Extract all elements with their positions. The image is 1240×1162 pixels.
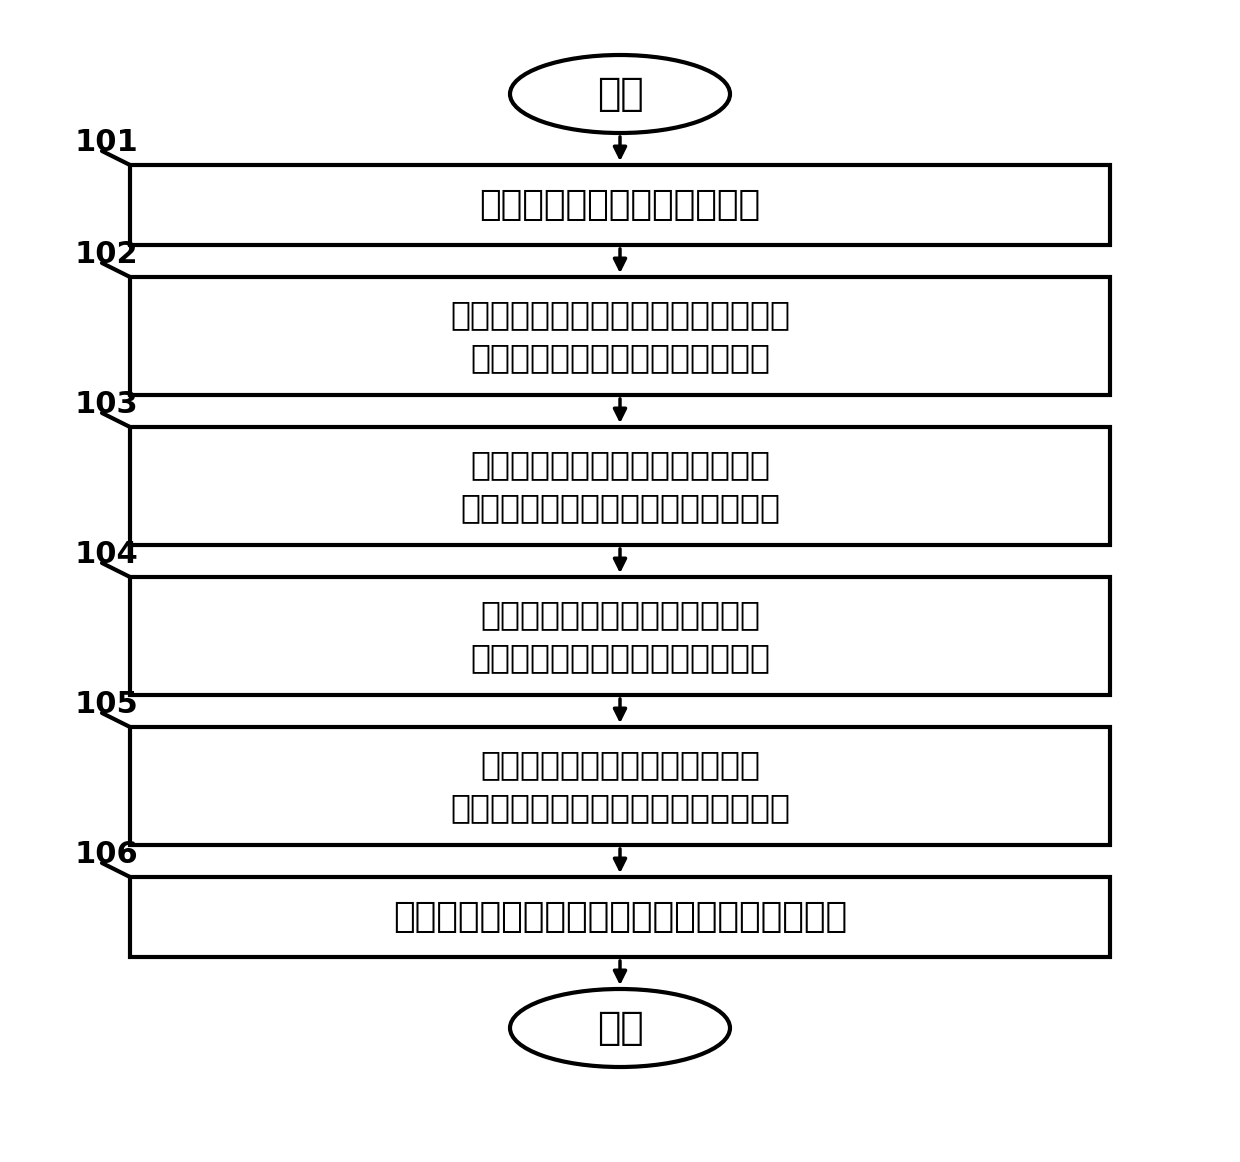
Ellipse shape — [510, 989, 730, 1067]
Text: 提供一基层，基层包括一内侧: 提供一基层，基层包括一内侧 — [480, 188, 760, 222]
Text: 开始: 开始 — [596, 76, 644, 113]
Bar — [130, 277, 1110, 395]
Bar — [130, 727, 1110, 845]
Text: 104: 104 — [74, 540, 139, 569]
Text: 提供一感光间隙件，感光间隙件设于导电膜层上: 提供一感光间隙件，感光间隙件设于导电膜层上 — [393, 901, 847, 934]
Text: 101: 101 — [74, 128, 139, 157]
Bar — [130, 426, 1110, 545]
Bar — [130, 165, 1110, 245]
Text: 提供多个金属走线，多个金属走线
设于遮光区之上，且不覆盖多个空孔: 提供多个金属走线，多个金属走线 设于遮光区之上，且不覆盖多个空孔 — [460, 447, 780, 524]
Text: 106: 106 — [74, 840, 139, 869]
Bar — [130, 877, 1110, 957]
Text: 105: 105 — [74, 690, 139, 719]
Text: 103: 103 — [74, 390, 139, 419]
Bar — [130, 578, 1110, 695]
Text: 结束: 结束 — [596, 1009, 644, 1047]
Text: 102: 102 — [74, 241, 139, 268]
Text: 提供一遮光层，遮光层设于内侧之上，
且遮光层包括一遮光区和多个空孔: 提供一遮光层，遮光层设于内侧之上， 且遮光层包括一遮光区和多个空孔 — [450, 297, 790, 374]
Ellipse shape — [510, 55, 730, 132]
Text: 提供一导电膜层，导电膜层覆盖
滤光膜层、另一部分金属走线和遮光层: 提供一导电膜层，导电膜层覆盖 滤光膜层、另一部分金属走线和遮光层 — [450, 748, 790, 824]
Text: 提供一滤光膜层，滤光膜层设于
遮光层和其中一部分金属走线之上: 提供一滤光膜层，滤光膜层设于 遮光层和其中一部分金属走线之上 — [470, 597, 770, 674]
